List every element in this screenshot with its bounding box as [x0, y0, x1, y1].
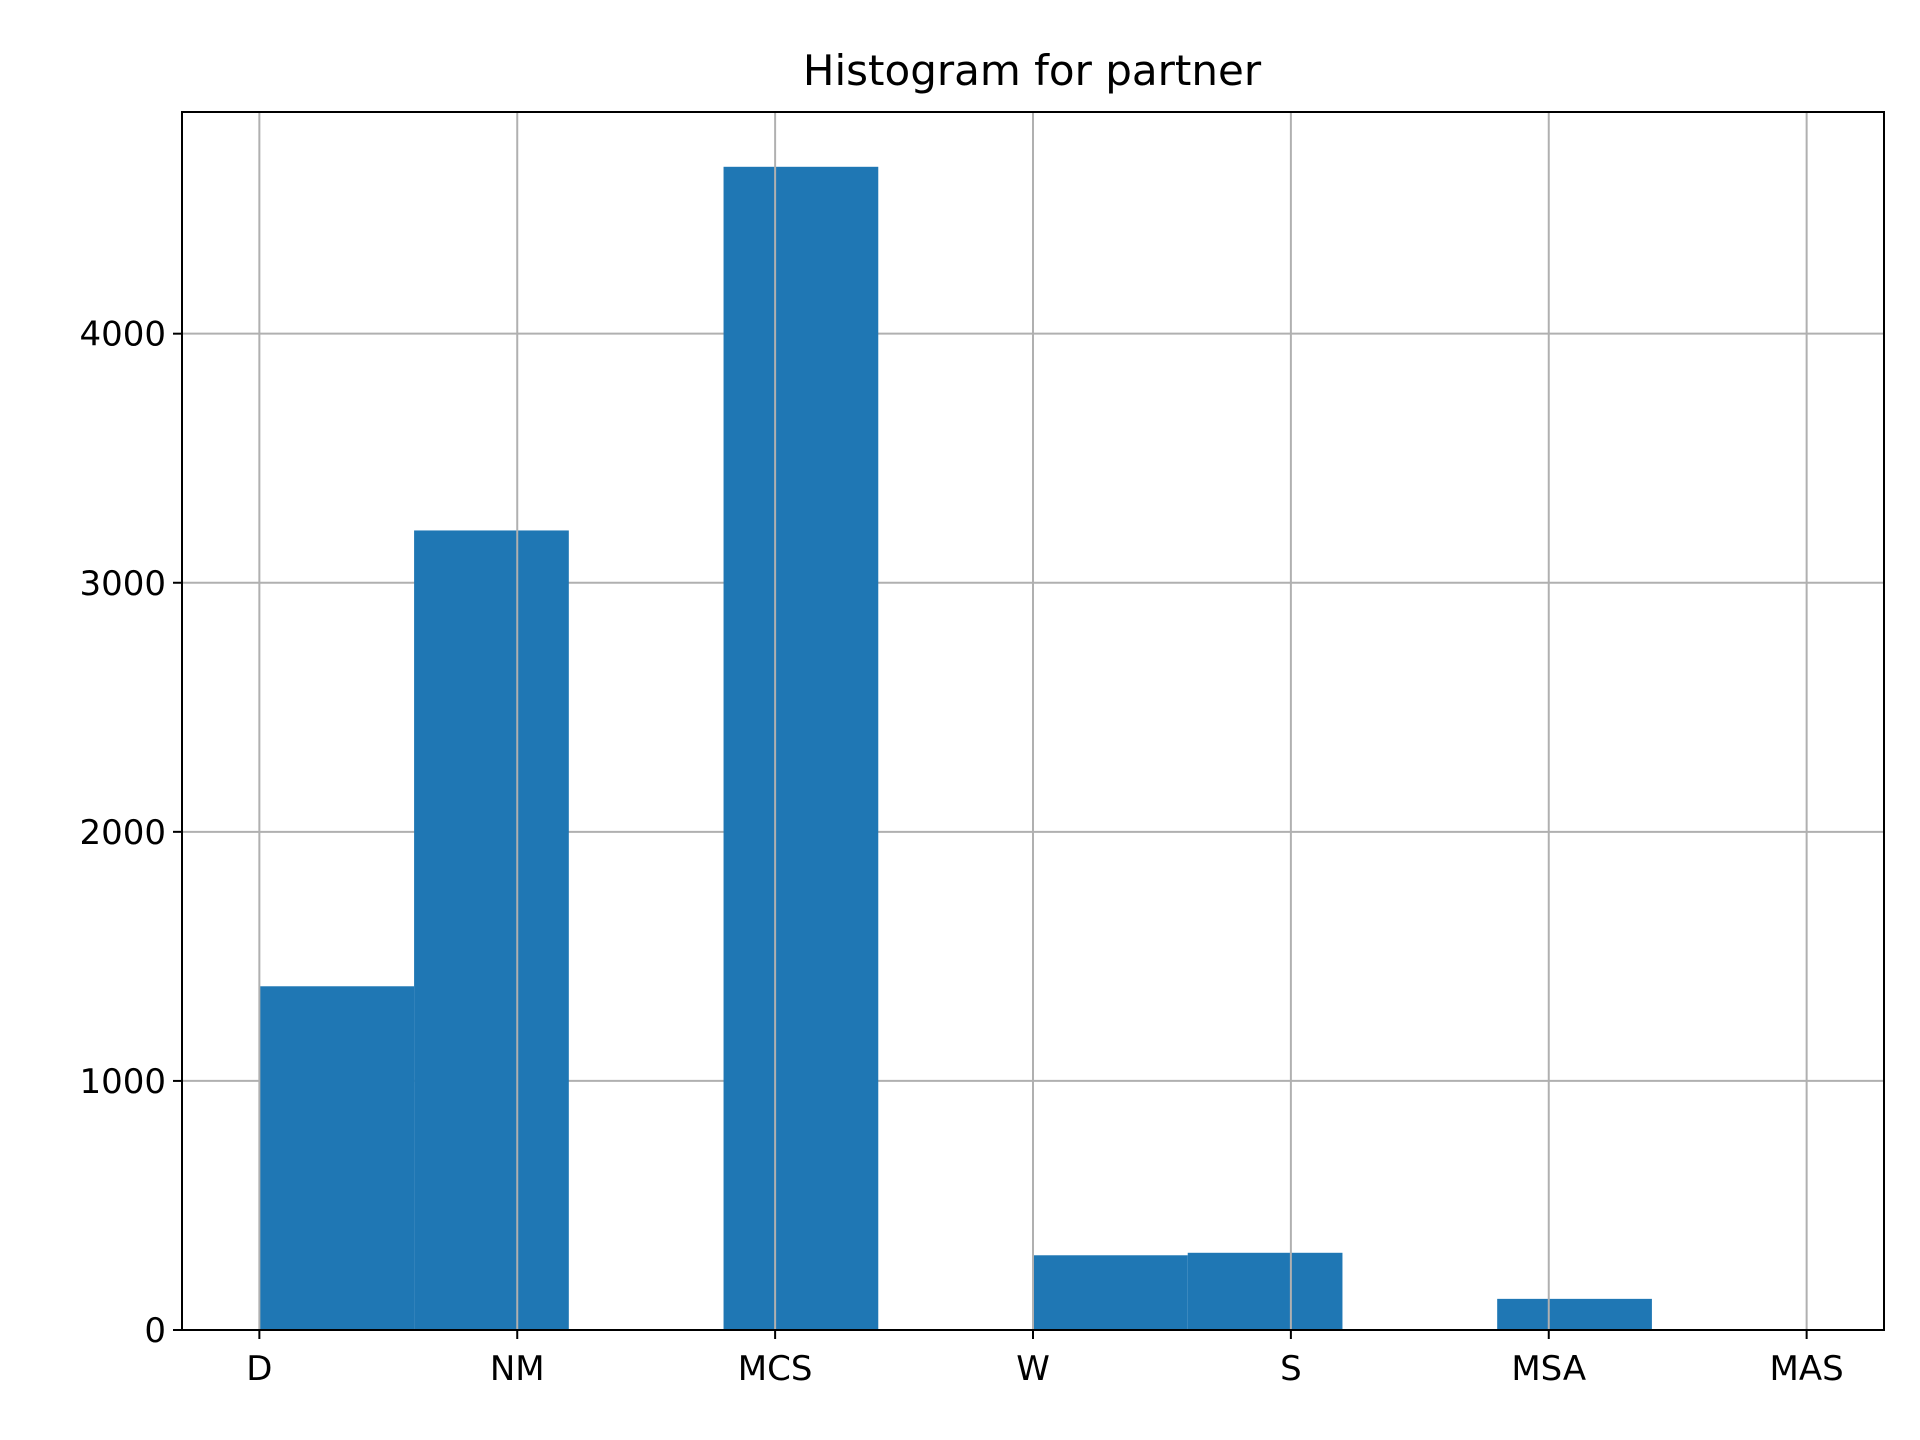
vertical-grid-lines — [258, 112, 1808, 1330]
y-tick-label: 4000 — [79, 315, 166, 355]
x-tick-label: MAS — [1770, 1349, 1844, 1389]
histogram-bar — [259, 986, 415, 1330]
y-axis: 0 1000 2000 3000 4000 — [79, 315, 182, 1351]
x-axis: D NM MCS W S MSA MAS — [246, 1330, 1844, 1389]
histogram-bar — [1033, 1255, 1188, 1330]
y-tick-label: 3000 — [79, 564, 166, 604]
chart-title: Histogram for partner — [803, 46, 1262, 95]
y-tick-label: 1000 — [79, 1062, 166, 1102]
histogram-bar — [1497, 1298, 1652, 1330]
bars — [259, 166, 1807, 1330]
x-tick-label: W — [1016, 1349, 1050, 1389]
y-tick-label: 2000 — [79, 813, 166, 853]
x-tick-label: NM — [490, 1349, 545, 1389]
histogram-bar — [414, 530, 569, 1330]
histogram-bar — [1187, 1252, 1343, 1330]
x-tick-label: MCS — [738, 1349, 813, 1389]
y-tick-label: 0 — [144, 1311, 166, 1351]
x-tick-label: S — [1280, 1349, 1302, 1389]
histogram-bar — [723, 166, 879, 1330]
x-tick-label: D — [246, 1349, 272, 1389]
x-tick-label: MSA — [1511, 1349, 1586, 1389]
